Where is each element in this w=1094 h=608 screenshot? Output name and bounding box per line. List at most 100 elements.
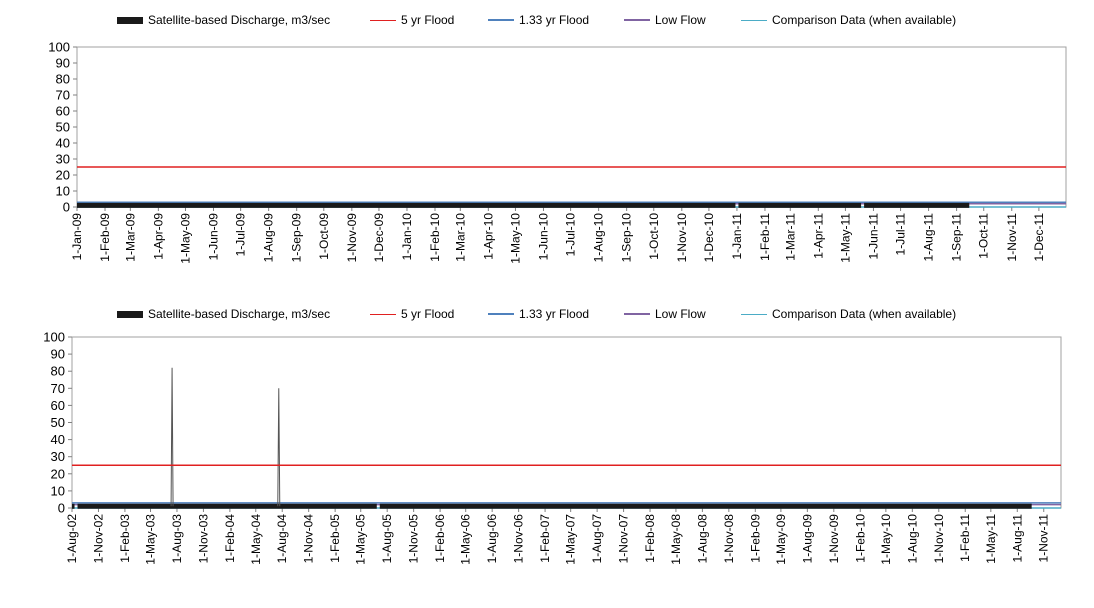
chart2-y-tick-label: 80	[51, 364, 65, 379]
chart1-x-tick-label: 1-Jan-10	[400, 213, 414, 261]
legend-item-flood133: 1.33 yr Flood	[488, 304, 589, 324]
legend-item-discharge: Satellite-based Discharge, m3/sec	[117, 10, 330, 30]
legend-item-comparison: Comparison Data (when available)	[741, 10, 956, 30]
chart2-x-tick-label: 1-May-09	[774, 514, 788, 565]
legend-swatch-lowflow	[624, 313, 650, 315]
chart2-x-tick-label: 1-Feb-05	[328, 514, 342, 563]
legend-swatch-flood133	[488, 19, 514, 21]
chart2-x-tick-label: 1-May-05	[354, 514, 368, 565]
chart2-x-tick-label: 1-Aug-05	[380, 514, 394, 564]
legend-item-comparison: Comparison Data (when available)	[741, 304, 956, 324]
chart1-y-tick-label: 20	[56, 168, 70, 183]
chart1-y-tick-label: 50	[56, 120, 70, 135]
chart2-x-tick-label: 1-Nov-11	[1037, 514, 1051, 563]
chart1-y-tick-label: 40	[56, 136, 70, 151]
chart1-x-tick-label: 1-Sep-09	[290, 213, 304, 263]
legend-label-flood133: 1.33 yr Flood	[519, 13, 590, 27]
chart1-x-tick-label: 1-Sep-11	[950, 213, 964, 262]
chart2-x-tick-label: 1-Nov-06	[512, 514, 526, 564]
chart1-y-tick-label: 0	[63, 200, 70, 215]
chart2-x-tick-label: 1-Feb-07	[538, 514, 552, 563]
chart1-x-tick-label: 1-Jun-09	[207, 213, 221, 261]
chart2-x-tick-label: 1-Feb-06	[433, 514, 447, 563]
chart2-y-tick-label: 40	[51, 432, 65, 447]
chart2-x-tick-label: 1-May-10	[879, 514, 893, 565]
chart2-y-tick-label: 0	[58, 501, 65, 516]
chart1-y-tick-label: 80	[56, 72, 70, 87]
legend-label-discharge: Satellite-based Discharge, m3/sec	[148, 13, 331, 27]
chart2-x-tick-label: 1-Aug-07	[590, 514, 604, 564]
chart2-y-tick-label: 100	[43, 330, 65, 345]
chart2-x-tick-label: 1-May-07	[564, 514, 578, 565]
chart1-x-tick-label: 1-May-10	[508, 213, 522, 264]
chart2-y-tick-label: 90	[51, 347, 65, 362]
chart2-x-tick-label: 1-Nov-10	[932, 514, 946, 564]
chart2-x-tick-label: 1-Feb-09	[748, 514, 762, 563]
legend-label-lowflow: Low Flow	[655, 307, 706, 321]
chart1-x-tick-label: 1-Jun-10	[536, 213, 550, 261]
chart1-x-tick-label: 1-Apr-10	[481, 213, 495, 260]
chart1-x-tick-label: 1-Dec-09	[372, 213, 386, 263]
chart2-x-tick-label: 1-Aug-09	[800, 514, 814, 564]
chart1-x-tick-label: 1-Nov-10	[675, 213, 689, 263]
chart2-x-tick-label: 1-Aug-11	[1010, 514, 1024, 563]
chart1-x-tick-label: 1-Jul-11	[894, 213, 908, 256]
chart2-x-tick-label: 1-May-03	[144, 514, 158, 565]
chart2-x-tick-label: 1-Nov-05	[407, 514, 421, 564]
chart1-x-tick-label: 1-Jan-09	[70, 213, 84, 261]
legend-item-discharge: Satellite-based Discharge, m3/sec	[117, 304, 330, 324]
chart2-x-tick-label: 1-Feb-10	[853, 514, 867, 563]
legend-swatch-flood5	[370, 19, 396, 21]
chart1-x-tick-label: 1-Oct-10	[647, 213, 661, 260]
legend-swatch-flood5	[370, 313, 396, 315]
chart2-x-tick-label: 1-Feb-04	[223, 514, 237, 563]
chart2-x-tick-label: 1-May-11	[984, 514, 998, 564]
legend-item-lowflow: Low Flow	[624, 304, 706, 324]
legend-label-comparison: Comparison Data (when available)	[772, 307, 957, 321]
legend-label-flood5: 5 yr Flood	[401, 307, 455, 321]
chart2-y-tick-label: 70	[51, 381, 65, 396]
chart2-y-tick-label: 50	[51, 415, 65, 430]
chart1-x-tick-label: 1-Jul-09	[234, 213, 248, 257]
chart1-x-tick-label: 1-May-09	[178, 213, 192, 264]
chart2-x-tick-label: 1-May-04	[249, 514, 263, 565]
chart2-x-tick-label: 1-Nov-04	[302, 514, 316, 564]
legend-label-flood133: 1.33 yr Flood	[519, 307, 590, 321]
legend-item-flood5: 5 yr Flood	[370, 304, 454, 324]
legend-swatch-discharge	[117, 310, 143, 318]
chart2-x-tick-label: 1-May-06	[459, 514, 473, 565]
legend-item-lowflow: Low Flow	[624, 10, 706, 30]
chart1-x-tick-label: 1-Mar-10	[453, 213, 467, 262]
chart2-x-tick-label: 1-Nov-08	[722, 514, 736, 564]
chart2-x-tick-label: 1-Nov-02	[91, 514, 105, 564]
chart1-x-tick-label: 1-Oct-11	[977, 213, 991, 259]
legend-item-flood133: 1.33 yr Flood	[488, 10, 589, 30]
legend-item-flood5: 5 yr Flood	[370, 10, 454, 30]
chart1-x-tick-label: 1-Jan-11	[730, 213, 744, 260]
legend-label-comparison: Comparison Data (when available)	[772, 13, 957, 27]
chart1-x-tick-label: 1-Feb-09	[98, 213, 112, 262]
chart1-x-tick-label: 1-Feb-11	[758, 213, 772, 261]
chart2-x-tick-label: 1-Aug-03	[170, 514, 184, 564]
legend-swatch-discharge	[117, 16, 143, 24]
chart1-x-tick-label: 1-Dec-11	[1032, 213, 1046, 262]
chart1-x-tick-label: 1-Sep-10	[620, 213, 634, 263]
legend-swatch-comparison	[741, 313, 767, 315]
chart2-y-tick-label: 30	[51, 449, 65, 464]
chart1-x-tick-label: 1-Nov-11	[1005, 213, 1019, 262]
legend-label-flood5: 5 yr Flood	[401, 13, 455, 27]
chart2-x-tick-label: 1-Nov-03	[196, 514, 210, 564]
chart2-legend: Satellite-based Discharge, m3/sec 5 yr F…	[0, 304, 1094, 324]
chart2-x-tick-label: 1-May-08	[669, 514, 683, 565]
chart1-x-tick-label: 1-May-11	[838, 213, 852, 263]
chart1-x-tick-label: 1-Nov-09	[345, 213, 359, 263]
chart1-x-tick-label: 1-Aug-09	[262, 213, 276, 263]
chart2-x-tick-label: 1-Aug-04	[275, 514, 289, 564]
legend-swatch-flood133	[488, 313, 514, 315]
chart1-x-tick-label: 1-Oct-09	[317, 213, 331, 260]
chart1-x-tick-label: 1-Mar-11	[783, 213, 797, 261]
chart1-y-tick-label: 10	[56, 184, 70, 199]
chart2-x-tick-label: 1-Feb-11	[958, 514, 972, 562]
legend-label-discharge: Satellite-based Discharge, m3/sec	[148, 307, 331, 321]
